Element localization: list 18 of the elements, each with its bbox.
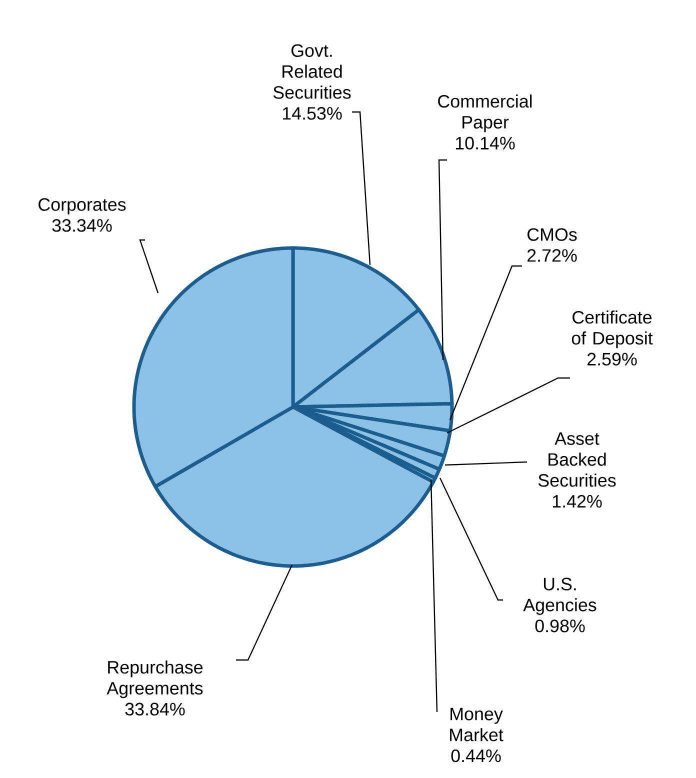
data-label: 2.72% [527,249,577,262]
data-label: 1.42% [552,494,602,508]
slice-label: Asset Backed Securities [538,432,616,487]
slice-label: Certificate of Deposit [572,310,653,348]
data-label: 0.44% [451,749,501,762]
data-label: 14.53% [282,107,342,120]
slice-label: Corporates [38,198,126,214]
slice-label: U.S. Agencies [523,578,596,615]
slice-label: Govt. Related Securities [273,44,351,99]
data-label: 33.84% [125,702,185,716]
data-label: 10.14% [456,136,515,150]
slice-label: Repurchase Agreements [106,660,203,698]
slice-label: CMOs [528,228,577,241]
slice-label: Money Market [450,708,504,742]
data-label: 2.59% [587,352,637,366]
data-label: 0.98% [535,620,585,632]
data-label: 33.34% [52,219,112,232]
slice-label: Commercial Paper [438,94,532,132]
